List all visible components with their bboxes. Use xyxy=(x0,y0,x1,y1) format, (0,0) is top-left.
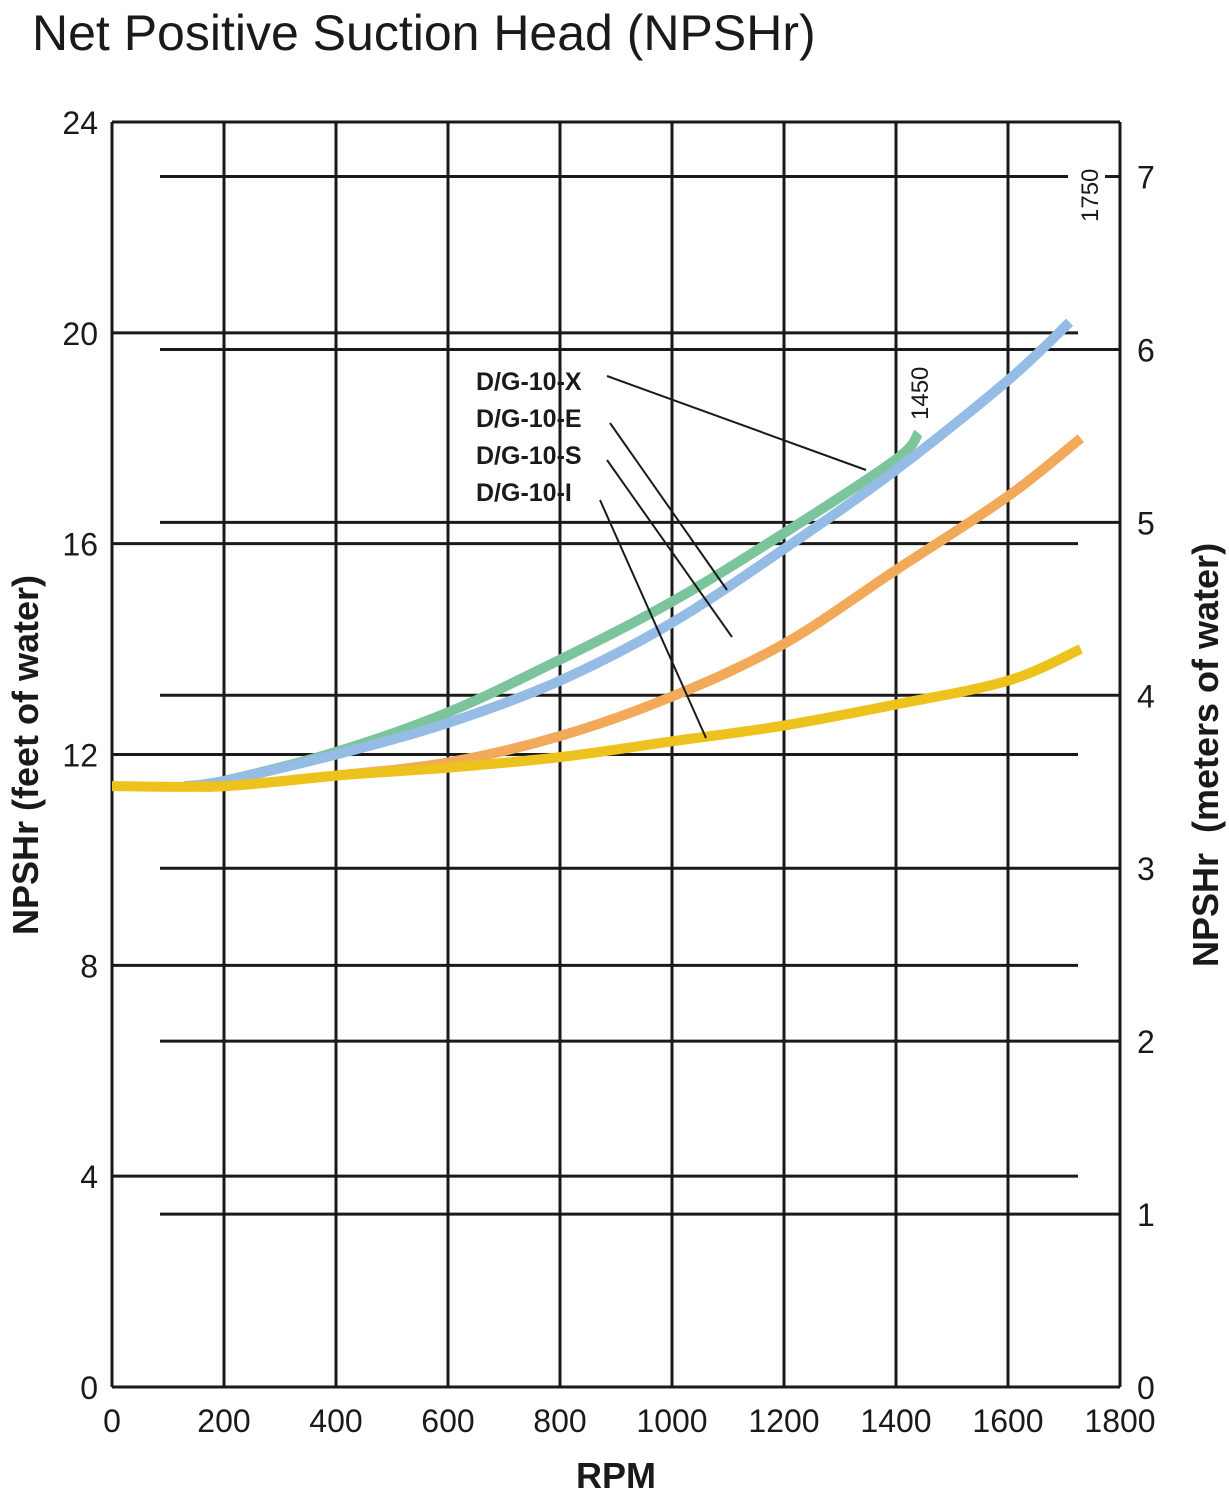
legend-label-i: D/G-10-I xyxy=(476,479,572,507)
chart-title: Net Positive Suction Head (NPSHr) xyxy=(32,5,816,61)
x-tick-label: 800 xyxy=(533,1403,586,1439)
y2-tick-label: 0 xyxy=(1137,1370,1155,1406)
y-tick-label: 16 xyxy=(62,527,98,563)
curves xyxy=(111,318,1084,792)
annotation-1750: 1750 xyxy=(1077,169,1104,222)
y2-tick-label: 4 xyxy=(1137,678,1155,714)
y2-tick-label: 5 xyxy=(1137,505,1155,541)
y-tick-label: 12 xyxy=(62,738,98,774)
x-tick-label: 400 xyxy=(309,1403,362,1439)
y-tick-label: 0 xyxy=(80,1370,98,1406)
legend-label-x: D/G-10-X xyxy=(476,368,582,396)
y2-tick-label: 2 xyxy=(1137,1024,1155,1060)
x-tick-label: 1000 xyxy=(636,1403,707,1439)
x-tick-label: 1400 xyxy=(860,1403,931,1439)
y-tick-label: 4 xyxy=(80,1159,98,1195)
series-line-d/g-10-i xyxy=(111,644,1083,792)
x-tick-label: 600 xyxy=(421,1403,474,1439)
y-axis-label: NPSHr (feet of water) xyxy=(5,575,46,935)
x-tick-label: 0 xyxy=(103,1403,121,1439)
x-tick-label: 1600 xyxy=(972,1403,1043,1439)
y-tick-label: 20 xyxy=(62,316,98,352)
x-axis-label: RPM xyxy=(576,1455,656,1496)
y2-tick-label: 3 xyxy=(1137,851,1155,887)
leader-lines xyxy=(599,375,867,739)
tick-labels: 0 200 400 600 800 1000 1200 1400 1600 18000481216… xyxy=(62,105,1155,1439)
x-tick-label: 200 xyxy=(197,1403,250,1439)
leader-line-d/g-10-s xyxy=(606,459,733,638)
leader-line-d/g-10-e xyxy=(609,422,728,591)
y2-tick-label: 7 xyxy=(1137,160,1155,196)
leader-line-d/g-10-x xyxy=(606,375,867,471)
legend-label-e: D/G-10-E xyxy=(476,405,582,433)
y-tick-label: 8 xyxy=(80,948,98,984)
y2-tick-label: 1 xyxy=(1137,1197,1155,1233)
x-tick-label: 1200 xyxy=(748,1403,819,1439)
y2-axis-label: NPSHr (meters of water) xyxy=(1185,543,1226,967)
legend-label-s: D/G-10-S xyxy=(476,442,582,470)
series-line-d/g-10-s xyxy=(195,434,1084,792)
annotation-1450: 1450 xyxy=(907,367,934,420)
x-tick-label: 1800 xyxy=(1084,1403,1155,1439)
y-tick-label: 24 xyxy=(62,105,98,141)
y2-tick-label: 6 xyxy=(1137,332,1155,368)
series-line-d/g-10-e xyxy=(184,318,1074,792)
leader-line-d/g-10-i xyxy=(599,499,707,739)
